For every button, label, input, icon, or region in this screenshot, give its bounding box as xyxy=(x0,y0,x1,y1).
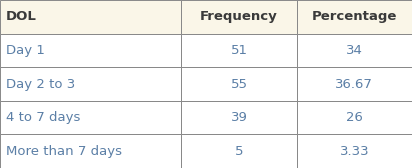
Text: Percentage: Percentage xyxy=(311,10,397,23)
Bar xyxy=(0,134,181,168)
Bar xyxy=(181,134,297,168)
Text: 36.67: 36.67 xyxy=(335,77,373,91)
Text: Frequency: Frequency xyxy=(200,10,278,23)
Text: 26: 26 xyxy=(346,111,363,124)
Bar xyxy=(297,101,412,134)
Bar xyxy=(0,0,181,34)
Bar xyxy=(297,134,412,168)
Text: 34: 34 xyxy=(346,44,363,57)
Text: DOL: DOL xyxy=(6,10,37,23)
Bar xyxy=(0,34,181,67)
Bar xyxy=(0,67,181,101)
Bar xyxy=(181,67,297,101)
Text: 55: 55 xyxy=(230,77,248,91)
Text: Day 2 to 3: Day 2 to 3 xyxy=(6,77,75,91)
Text: 5: 5 xyxy=(235,145,243,158)
Bar xyxy=(297,34,412,67)
Bar xyxy=(297,0,412,34)
Bar xyxy=(297,67,412,101)
Text: 39: 39 xyxy=(231,111,247,124)
Text: Day 1: Day 1 xyxy=(6,44,44,57)
Bar xyxy=(181,101,297,134)
Bar xyxy=(181,34,297,67)
Text: 4 to 7 days: 4 to 7 days xyxy=(6,111,80,124)
Text: More than 7 days: More than 7 days xyxy=(6,145,122,158)
Bar xyxy=(0,101,181,134)
Text: 3.33: 3.33 xyxy=(339,145,369,158)
Text: 51: 51 xyxy=(230,44,248,57)
Bar xyxy=(181,0,297,34)
